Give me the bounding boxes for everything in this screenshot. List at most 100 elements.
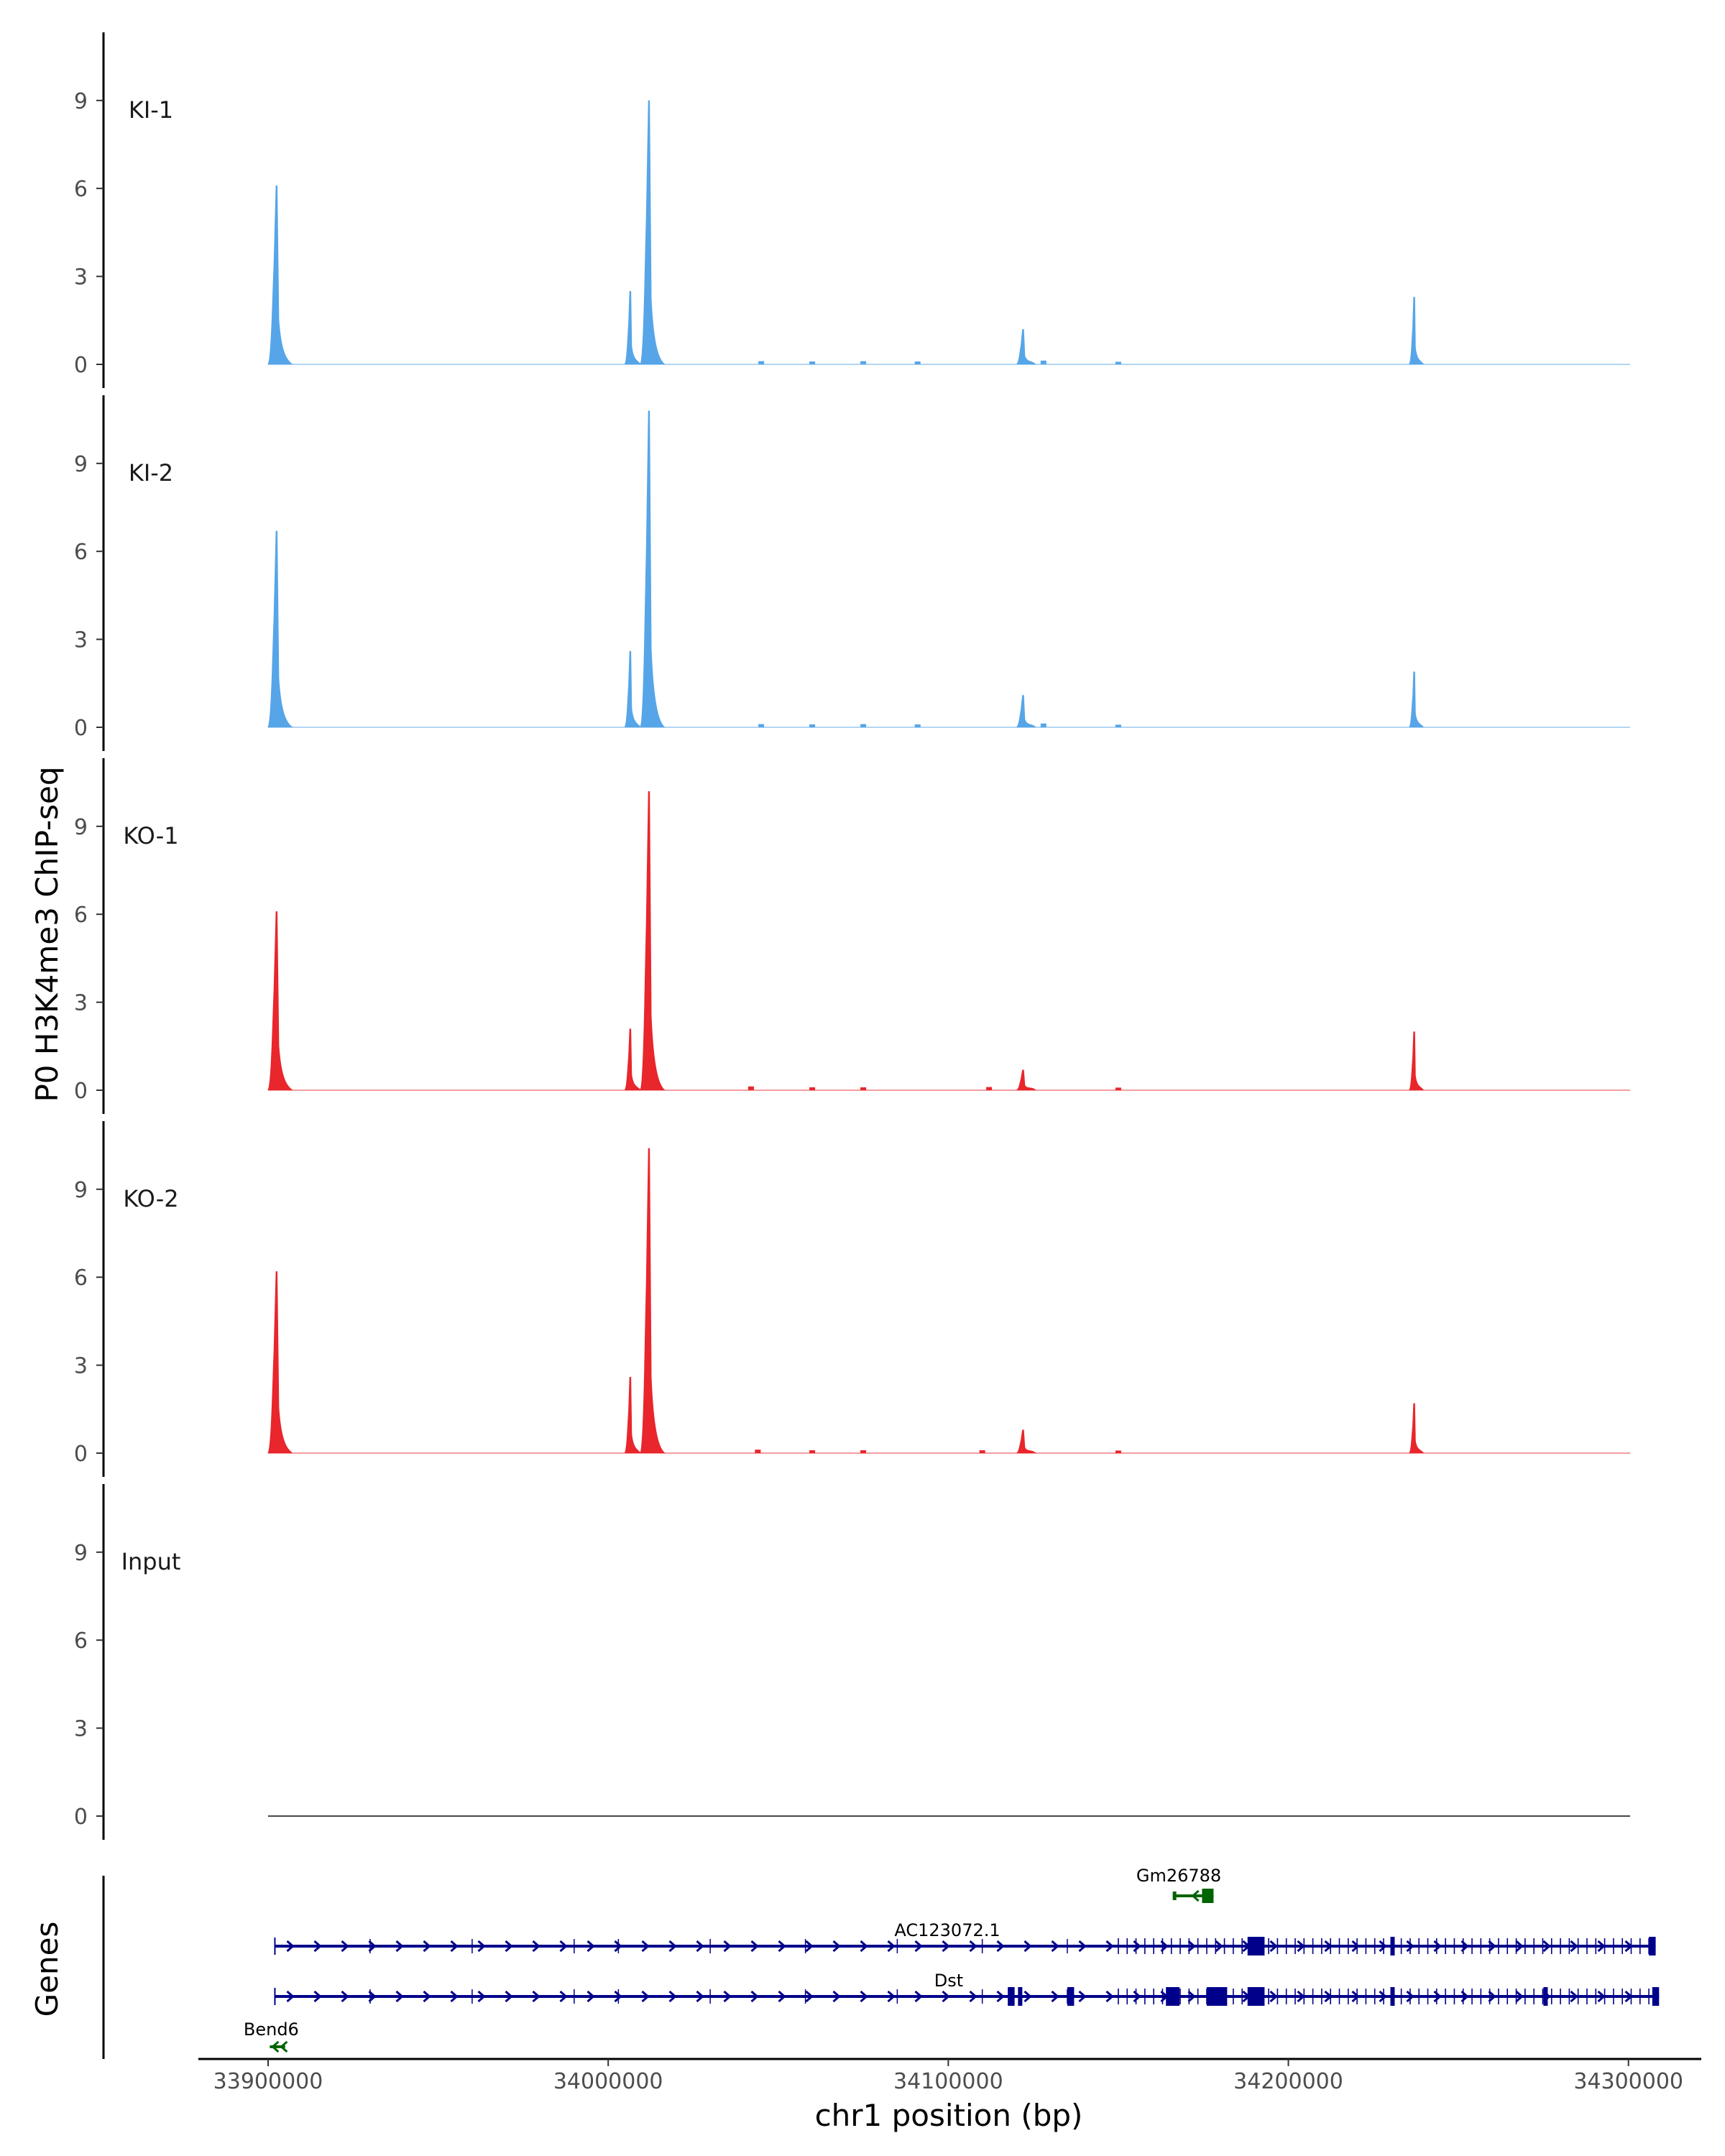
peak-mark xyxy=(624,1376,642,1453)
peak-mark xyxy=(1016,329,1036,364)
strand-arrow xyxy=(778,1940,786,1953)
strand-arrow xyxy=(286,1990,295,2003)
strand-arrow xyxy=(586,1940,595,1953)
strand-arrow xyxy=(942,1990,950,2003)
strand-arrow xyxy=(860,1990,868,2003)
gene-label: Dst xyxy=(934,1971,963,1991)
y-tick-label: 3 xyxy=(74,1354,88,1379)
strand-arrow xyxy=(1488,1990,1496,2003)
y-tick-label: 9 xyxy=(74,452,88,477)
strand-arrow xyxy=(1215,1990,1223,2003)
strand-arrow xyxy=(1215,1940,1223,1953)
x-tick-label: 33900000 xyxy=(213,2069,323,2094)
strand-arrow xyxy=(1542,1940,1551,1953)
y-tick-label: 9 xyxy=(74,1541,88,1566)
peak-mark xyxy=(640,100,666,365)
strand-arrow xyxy=(832,1940,841,1953)
y-tick-label: 0 xyxy=(74,1079,88,1104)
noise-bump xyxy=(809,1087,816,1090)
strand-arrow xyxy=(1406,1940,1414,1953)
x-tick-label: 34000000 xyxy=(553,2069,663,2094)
strand-arrow xyxy=(723,1990,732,2003)
strand-arrow xyxy=(395,1990,404,2003)
strand-arrow xyxy=(477,1990,486,2003)
peak-mark xyxy=(1016,695,1036,727)
gene-label: Bend6 xyxy=(244,2019,299,2040)
strand-arrow xyxy=(1105,1940,1114,1953)
y-tick-label: 3 xyxy=(74,265,88,290)
y-tick-label: 0 xyxy=(74,1442,88,1467)
peak-mark xyxy=(1408,1031,1425,1090)
y-tick-label: 6 xyxy=(74,540,88,565)
strand-arrow xyxy=(641,1940,650,1953)
strand-arrow xyxy=(1351,1990,1360,2003)
noise-bump xyxy=(755,1450,761,1453)
peak-mark xyxy=(640,410,666,727)
exon xyxy=(1202,1889,1214,1903)
strand-arrow xyxy=(532,1990,540,2003)
peak-mark xyxy=(1408,671,1425,727)
strand-arrow xyxy=(1515,1940,1524,1953)
strand-arrow xyxy=(887,1990,896,2003)
strand-arrow xyxy=(1597,1990,1606,2003)
strand-arrow xyxy=(996,1940,1005,1953)
exon xyxy=(1390,1937,1395,1955)
strand-arrow xyxy=(1297,1990,1305,2003)
exon xyxy=(1067,1987,1075,2006)
strand-arrow xyxy=(1488,1940,1496,1953)
strand-arrow xyxy=(1515,1990,1524,2003)
strand-arrow xyxy=(341,1990,349,2003)
strand-arrow xyxy=(450,1940,459,1953)
noise-bump xyxy=(914,361,921,364)
x-tick-label: 34300000 xyxy=(1573,2069,1683,2094)
peak-mark xyxy=(640,791,666,1090)
track-panels: 0 3 6 9 KI-1 0 3 6 9 KI-2 0 3 6 9 KO-1 0 3 6 9 KO-2 0 3 6 9 Inpu… xyxy=(74,32,1630,1840)
strand-arrow xyxy=(313,1990,322,2003)
peak-mark xyxy=(624,650,642,727)
strand-arrow xyxy=(423,1990,431,2003)
peak-mark xyxy=(267,530,293,727)
peak-mark xyxy=(1408,1403,1425,1453)
peak-mark xyxy=(640,1148,666,1453)
panel-label: KO-2 xyxy=(123,1185,178,1212)
genes-axis-title: Genes xyxy=(29,1922,65,2017)
y-tick-label: 6 xyxy=(74,903,88,928)
peak-mark xyxy=(624,1028,642,1090)
strand-arrow xyxy=(1191,1889,1200,1902)
noise-bump xyxy=(748,1086,754,1090)
y-tick-label: 9 xyxy=(74,89,88,114)
strand-arrow xyxy=(395,1940,404,1953)
strand-arrow xyxy=(778,1990,786,2003)
strand-arrow xyxy=(1133,1990,1141,2003)
strand-arrow xyxy=(505,1990,513,2003)
strand-arrow xyxy=(341,1940,349,1953)
strand-arrow xyxy=(1570,1940,1578,1953)
gene-gm26788: Gm26788 xyxy=(1136,1866,1221,1903)
y-tick-label: 9 xyxy=(74,1178,88,1203)
y-tick-label: 0 xyxy=(74,353,88,378)
y-tick-label: 0 xyxy=(74,716,88,741)
strand-arrow xyxy=(1624,1940,1633,1953)
noise-bump xyxy=(860,1087,867,1090)
strand-arrow xyxy=(750,1990,759,2003)
exon xyxy=(1018,1987,1023,2006)
strand-arrow xyxy=(280,2040,288,2053)
strand-arrow xyxy=(1433,1940,1442,1953)
strand-arrow xyxy=(1242,1990,1251,2003)
gene-bend6: Bend6 xyxy=(244,2019,299,2053)
x-tick-label: 34100000 xyxy=(893,2069,1003,2094)
y-axis-title: P0 H3K4me3 ChIP-seq xyxy=(29,766,65,1102)
gene-label: Gm26788 xyxy=(1136,1866,1221,1886)
exon xyxy=(1206,1987,1228,2006)
strand-arrow xyxy=(1105,1990,1114,2003)
y-tick-label: 6 xyxy=(74,1266,88,1291)
peak-mark xyxy=(267,1271,293,1453)
peak-mark xyxy=(267,185,293,364)
track-panel-input: 0 3 6 9 Input xyxy=(74,1484,1630,1840)
exon xyxy=(1652,1987,1660,2006)
strand-arrow xyxy=(423,1940,431,1953)
y-tick-label: 3 xyxy=(74,628,88,653)
noise-bump xyxy=(809,361,816,364)
strand-arrow xyxy=(271,2040,280,2053)
gene-ac123072-1: AC123072.1 xyxy=(274,1920,1656,1955)
